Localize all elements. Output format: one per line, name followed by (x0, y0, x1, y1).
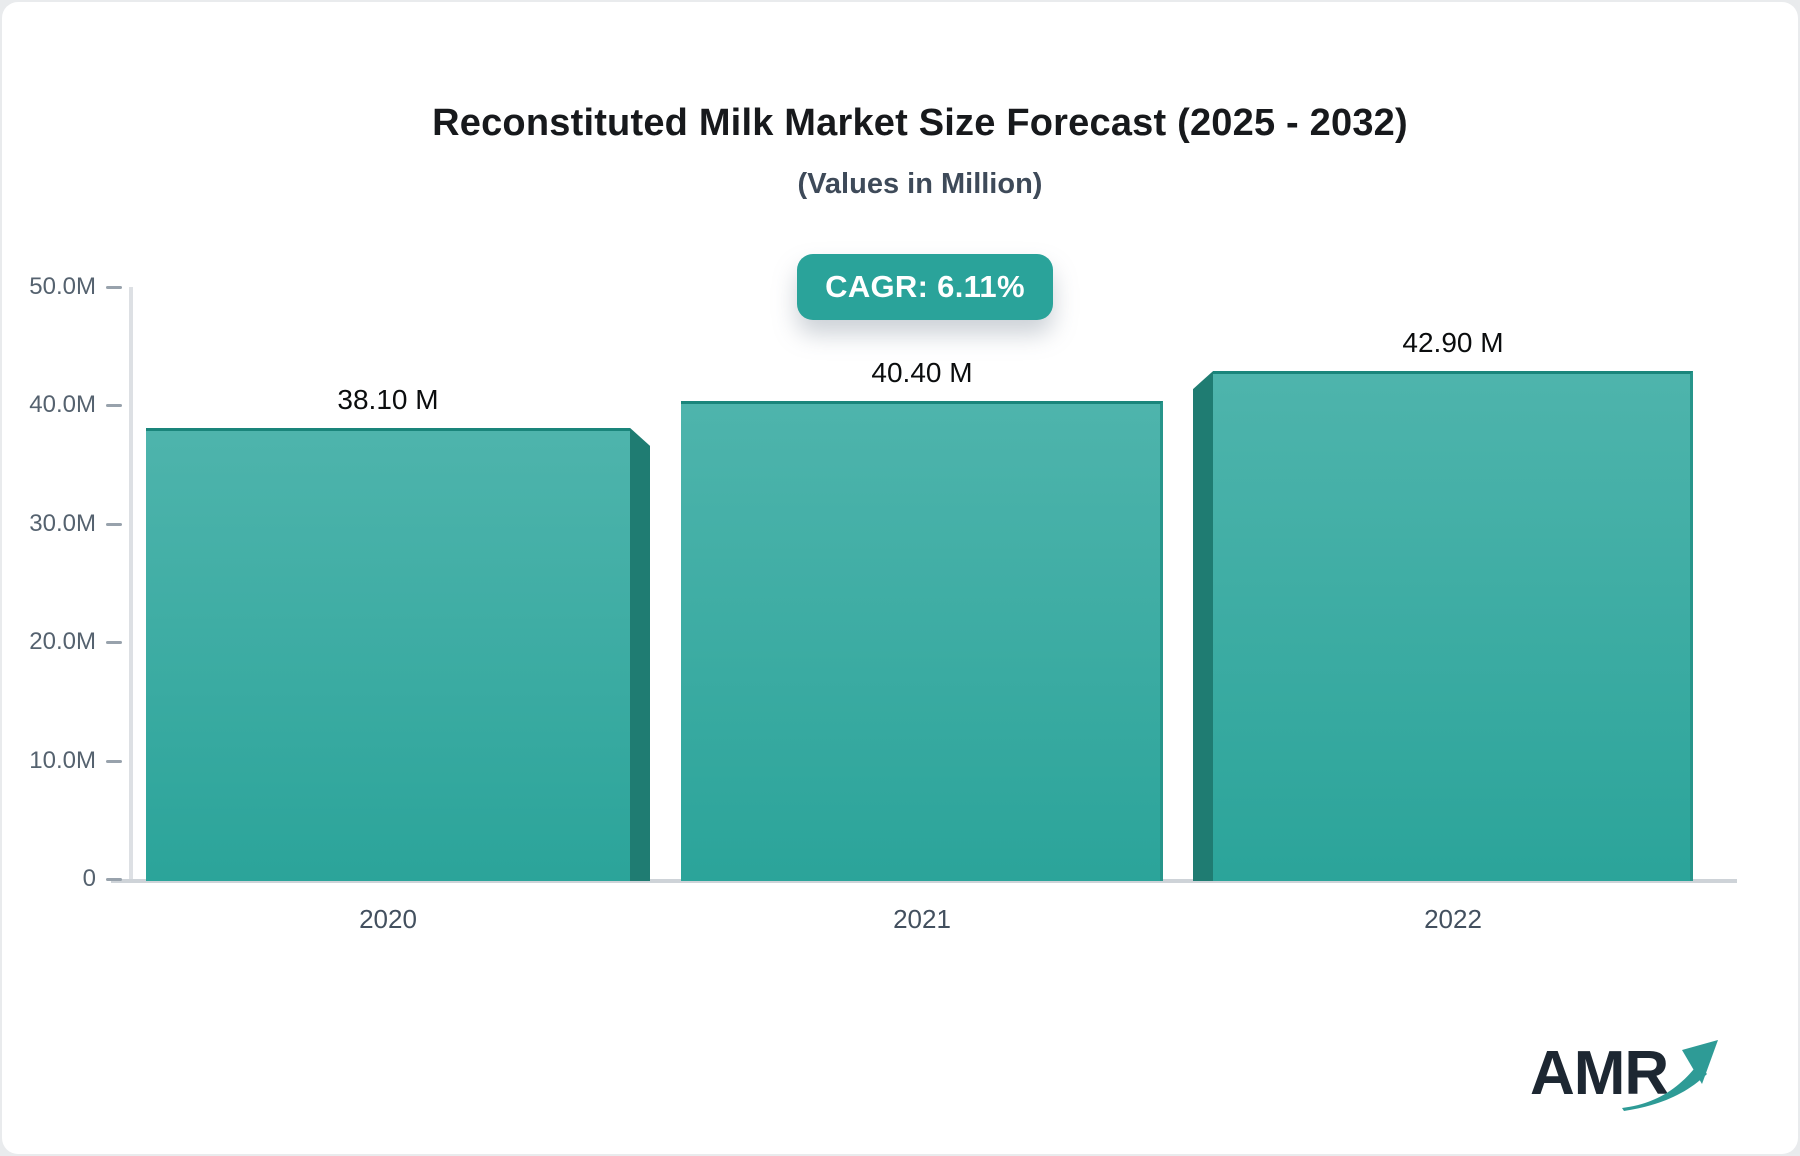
x-axis-line (111, 879, 1737, 883)
y-tick-label: 50.0M (29, 273, 96, 300)
bar-2021 (681, 400, 1163, 881)
y-tick-label: 10.0M (29, 746, 96, 774)
x-axis-label: 2021 (893, 904, 951, 934)
y-tick-mark (106, 522, 122, 526)
bar-value-label: 38.10 M (337, 383, 439, 415)
y-tick-label: 20.0M (29, 628, 96, 656)
y-tick-mark (106, 878, 122, 881)
cagr-badge: CAGR: 6.11% (797, 254, 1053, 320)
y-tick-label: 30.0M (29, 509, 96, 537)
bar-2020 (146, 427, 630, 881)
y-tick-label: 40.0M (29, 391, 96, 419)
amr-logo-text: AMR (1530, 1039, 1669, 1108)
y-tick-mark (106, 759, 122, 763)
bar-value-label: 42.90 M (1402, 327, 1504, 359)
cagr-badge-label: CAGR: 6.11% (825, 269, 1025, 304)
y-axis-line (129, 287, 133, 881)
chart-title: Reconstituted Milk Market Size Forecast … (432, 102, 1408, 144)
x-axis-label: 2022 (1424, 904, 1482, 934)
bar-value-label: 40.40 M (871, 356, 973, 388)
y-tick-mark (106, 641, 122, 645)
bar-2022 (1213, 371, 1693, 881)
y-tick-mark (106, 286, 122, 289)
bar-3d-side (630, 427, 650, 881)
y-tick-label: 0 (82, 865, 96, 892)
amr-logo: AMR (1530, 1030, 1730, 1120)
growth-arrow-icon (1622, 1040, 1718, 1111)
chart-subtitle: (Values in Million) (797, 168, 1043, 200)
x-axis-label: 2020 (359, 904, 417, 934)
bar-3d-side (1193, 371, 1213, 881)
y-tick-mark (106, 404, 122, 408)
